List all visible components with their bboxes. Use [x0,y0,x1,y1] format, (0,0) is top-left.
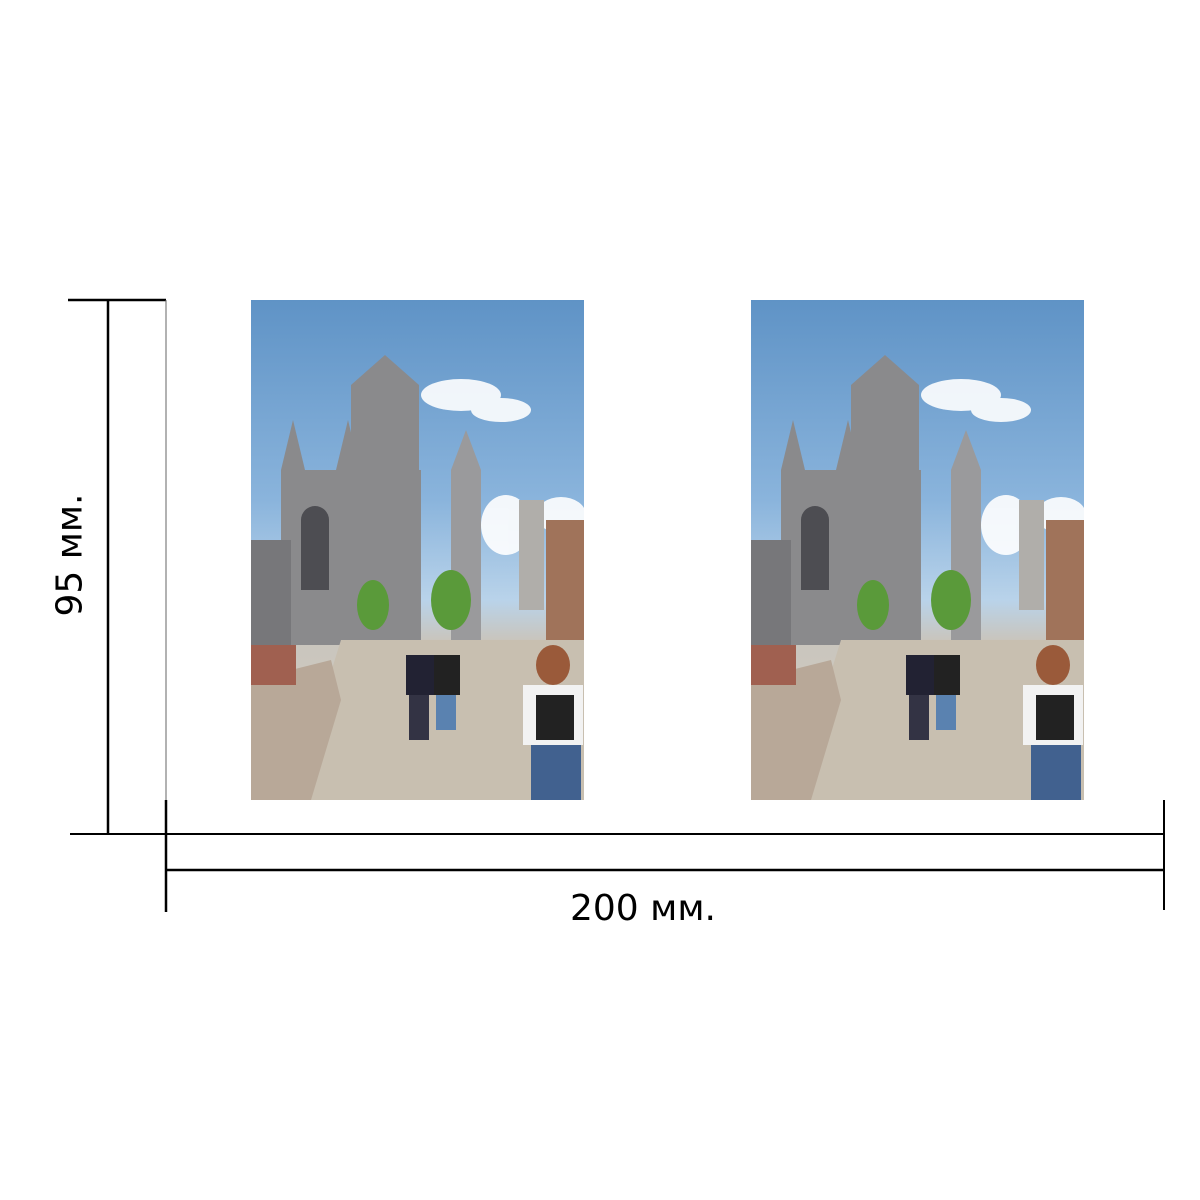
bridge-railing [751,645,841,800]
height-label: 95 мм. [49,493,91,617]
cathedral [751,355,1084,650]
trees [357,570,471,630]
people [406,645,583,800]
width-label: 200 мм. [570,888,716,929]
photo-left [251,300,584,800]
trees [857,570,971,630]
photo-right [751,300,1084,800]
cathedral [251,355,584,650]
people [906,645,1083,800]
bridge-railing [251,645,341,800]
